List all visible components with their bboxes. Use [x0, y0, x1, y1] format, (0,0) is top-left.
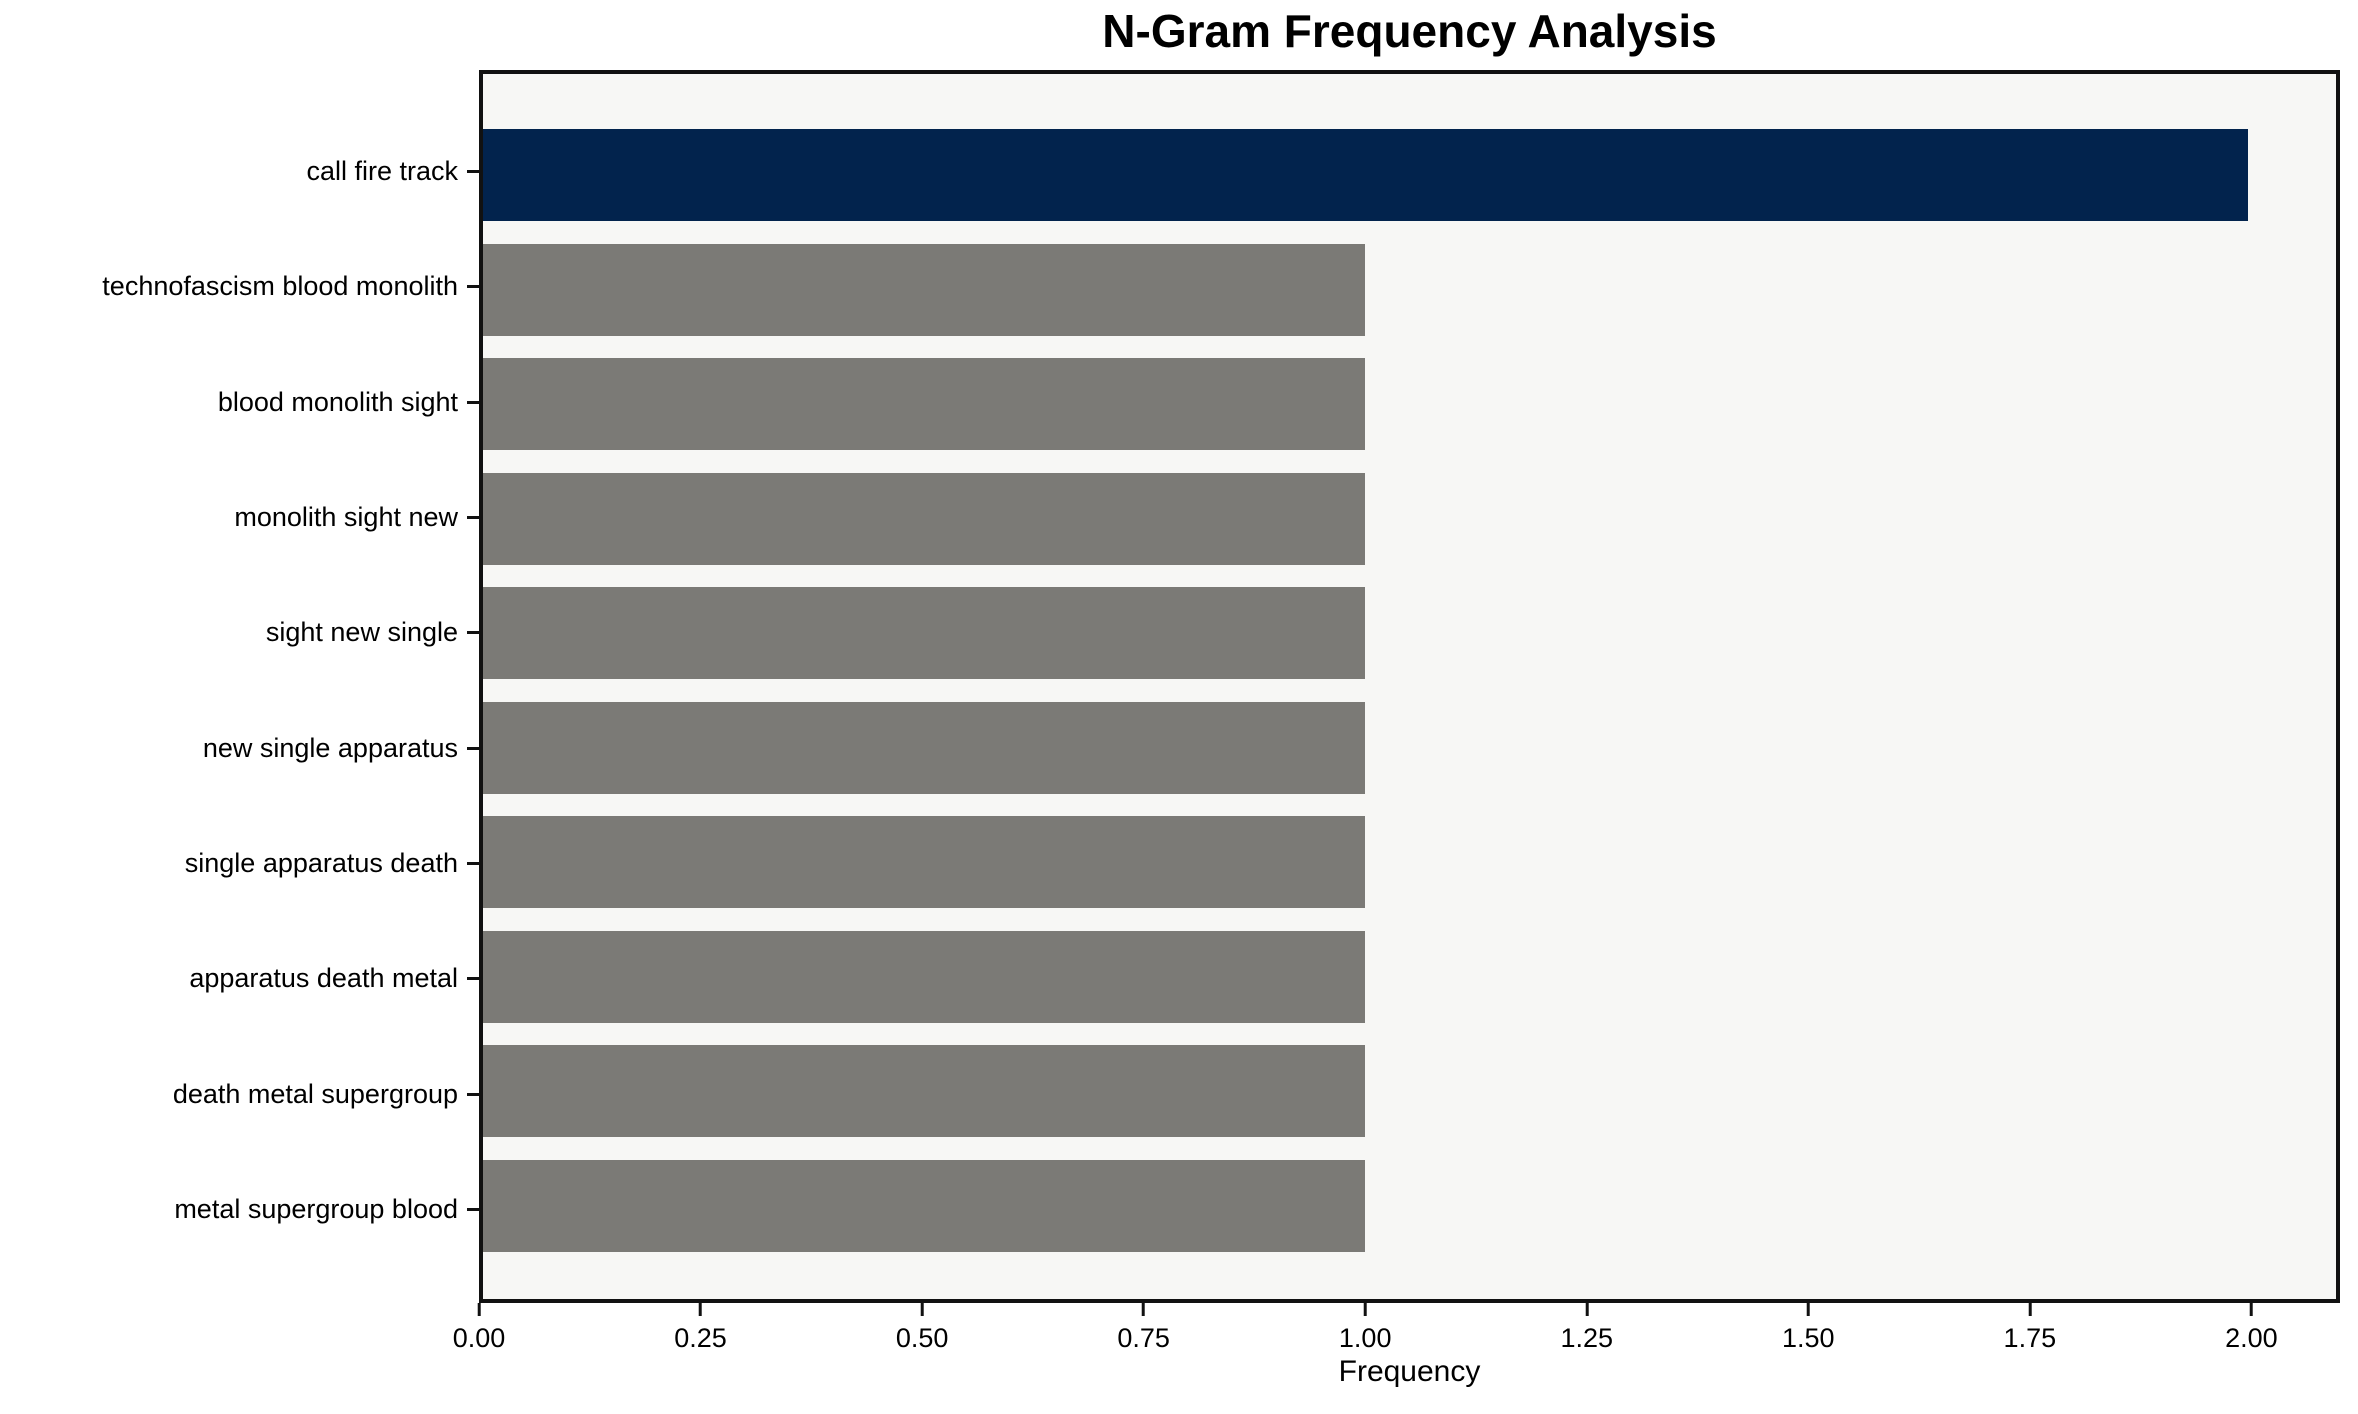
- x-tick: 1.25: [1560, 1303, 1613, 1354]
- x-tick-label: 0.50: [895, 1323, 949, 1353]
- bar-row: [483, 347, 2336, 462]
- x-tick: 1.75: [2003, 1303, 2057, 1354]
- bar-row: [483, 920, 2336, 1035]
- y-label-row: sight new single: [0, 575, 479, 690]
- y-tick-mark: [467, 1092, 479, 1096]
- y-tick-label: technofascism blood monolith: [102, 271, 458, 302]
- y-label-row: blood monolith sight: [0, 345, 479, 460]
- x-tick: 1.50: [1782, 1303, 1835, 1354]
- y-tick-label: apparatus death metal: [189, 963, 458, 994]
- x-tick-label: 0.75: [1117, 1323, 1170, 1353]
- y-tick-mark: [467, 861, 479, 865]
- y-label-row: apparatus death metal: [0, 921, 479, 1036]
- y-label-row: death metal supergroup: [0, 1036, 479, 1151]
- x-axis-label: Frequency: [1338, 1355, 1481, 1388]
- y-tick-mark: [467, 285, 479, 289]
- y-tick-label: monolith sight new: [234, 502, 458, 533]
- bar-row: [483, 805, 2336, 920]
- x-tick-mark: [920, 1303, 924, 1316]
- y-tick-label: call fire track: [306, 156, 458, 187]
- x-tick-label: 2.00: [2225, 1323, 2278, 1353]
- x-tick: 0.00: [452, 1303, 506, 1354]
- x-tick: 2.00: [2225, 1303, 2278, 1354]
- y-tick-label: blood monolith sight: [217, 386, 458, 417]
- y-tick-label: death metal supergroup: [172, 1078, 458, 1109]
- x-tick-label: 1.75: [2003, 1323, 2057, 1353]
- y-tick-label: single apparatus death: [184, 847, 458, 878]
- x-tick-mark: [1363, 1303, 1367, 1316]
- frequency-bar: [483, 129, 2248, 222]
- y-tick-label: sight new single: [265, 617, 458, 648]
- bar-row: [483, 576, 2336, 691]
- y-label-row: new single apparatus: [0, 690, 479, 805]
- frequency-bar: [483, 930, 1366, 1023]
- x-tick-mark: [2028, 1303, 2032, 1316]
- x-tick: 0.50: [895, 1303, 949, 1354]
- y-label-row: call fire track: [0, 114, 479, 229]
- x-tick-label: 1.00: [1338, 1323, 1392, 1353]
- x-tick-label: 1.25: [1560, 1323, 1614, 1353]
- frequency-bar: [483, 1159, 1366, 1252]
- chart-title: N-Gram Frequency Analysis: [1102, 5, 1717, 57]
- x-axis: 0.00 0.25 0.50 0.75 1.00 1.25 1.50 1.75 2.00: [453, 1303, 2340, 1373]
- y-axis-labels: call fire track technofascism blood monol…: [0, 70, 479, 1303]
- x-tick-label: 0.00: [452, 1323, 506, 1353]
- y-label-row: monolith sight new: [0, 460, 479, 575]
- y-label-row: technofascism blood monolith: [0, 229, 479, 344]
- y-tick-mark: [467, 1207, 479, 1211]
- y-tick-mark: [467, 977, 479, 981]
- bar-row: [483, 691, 2336, 806]
- y-tick-mark: [467, 516, 479, 520]
- x-tick-label: 0.25: [674, 1323, 727, 1353]
- bar-row: [483, 233, 2336, 348]
- x-tick: 0.75: [1117, 1303, 1170, 1354]
- y-tick-mark: [467, 746, 479, 750]
- y-tick-mark: [467, 170, 479, 174]
- x-tick-mark: [1806, 1303, 1810, 1316]
- x-tick-mark: [1142, 1303, 1146, 1316]
- x-tick-mark: [477, 1303, 481, 1316]
- x-tick-label: 1.50: [1782, 1323, 1835, 1353]
- y-tick-label: metal supergroup blood: [174, 1193, 458, 1224]
- x-tick-mark: [1585, 1303, 1589, 1316]
- y-label-row: single apparatus death: [0, 806, 479, 921]
- frequency-bar: [483, 472, 1366, 565]
- frequency-bar: [483, 358, 1366, 451]
- frequency-bar: [483, 816, 1366, 909]
- x-tick: 0.25: [674, 1303, 727, 1354]
- y-label-row: metal supergroup blood: [0, 1152, 479, 1267]
- frequency-bar: [483, 1045, 1366, 1138]
- frequency-bar: [483, 587, 1366, 680]
- y-tick-mark: [467, 400, 479, 404]
- bar-row: [483, 118, 2336, 233]
- y-tick-mark: [467, 631, 479, 635]
- bar-row: [483, 1149, 2336, 1264]
- plot-area: [479, 70, 2340, 1303]
- bar-row: [483, 1034, 2336, 1149]
- x-tick: 1.00: [1338, 1303, 1392, 1354]
- frequency-bar: [483, 243, 1366, 336]
- y-tick-label: new single apparatus: [202, 732, 458, 763]
- bar-row: [483, 462, 2336, 577]
- bars: [483, 74, 2336, 1299]
- x-tick-mark: [2249, 1303, 2253, 1316]
- x-tick-mark: [699, 1303, 703, 1316]
- frequency-bar: [483, 701, 1366, 794]
